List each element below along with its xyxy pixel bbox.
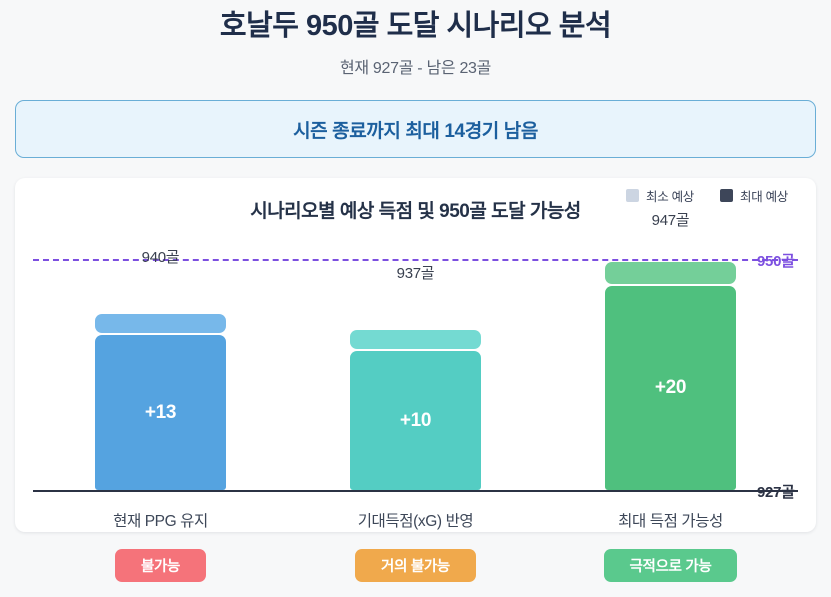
bar-body: +10	[350, 351, 481, 491]
feasibility-badge-ppg[interactable]: 불가능	[114, 549, 207, 582]
bar-total-label: 947골	[651, 212, 690, 230]
badge-slot-max: 극적으로 가능	[581, 549, 761, 582]
category-label-xg: 기대득점(xG) 반영	[357, 513, 474, 531]
feasibility-badge-xg[interactable]: 거의 불가능	[355, 549, 476, 582]
badge-slot-ppg: 불가능	[71, 549, 251, 582]
feasibility-badge-row: 불가능 거의 불가능 극적으로 가능	[33, 549, 798, 582]
bar-group: 940골 +13 937골 +10	[33, 212, 798, 491]
chart-plot-area: 940골 +13 937골 +10	[33, 212, 798, 532]
remaining-matches-text: 시즌 종료까지 최대 14경기 남음	[293, 120, 538, 142]
bar-total-label: 940골	[141, 249, 180, 267]
bar-stack: +20	[605, 262, 736, 491]
legend-label-max: 최대 예상	[740, 190, 788, 205]
legend-swatch-max	[720, 189, 734, 203]
bar-column-max[interactable]: 947골 +20	[581, 212, 761, 491]
bar-delta-label: +20	[654, 377, 687, 399]
axis-label-current-927: 927골	[757, 484, 795, 501]
bar-cap-min-estimate	[605, 262, 736, 285]
category-labels: 현재 PPG 유지 기대득점(xG) 반영 최대 득점 가능성	[33, 493, 798, 531]
bar-cap-min-estimate	[350, 330, 481, 350]
category-label-ppg: 현재 PPG 유지	[113, 513, 208, 531]
bar-stack: +13	[95, 314, 226, 491]
bar-delta-label: +13	[144, 401, 177, 423]
axis-label-target-950: 950골	[757, 253, 795, 270]
bar-body: +13	[95, 335, 226, 491]
scenario-chart-card: 최소 예상 최대 예상 시나리오별 예상 득점 및 950골 도달 가능성 94…	[15, 178, 816, 533]
badge-slot-xg: 거의 불가능	[326, 549, 506, 582]
chart-legend: 최소 예상 최대 예상	[626, 186, 788, 205]
feasibility-badge-max[interactable]: 극적으로 가능	[603, 549, 738, 582]
current-goal-baseline	[33, 490, 798, 493]
bar-column-ppg[interactable]: 940골 +13	[71, 214, 251, 491]
legend-item-min: 최소 예상	[626, 186, 694, 205]
bar-delta-label: +10	[399, 409, 432, 431]
bar-body: +20	[605, 286, 736, 491]
legend-swatch-min	[626, 189, 640, 203]
bar-column-xg[interactable]: 937골 +10	[326, 214, 506, 491]
remaining-matches-banner: 시즌 종료까지 최대 14경기 남음	[15, 100, 816, 159]
bar-cap-min-estimate	[95, 314, 226, 334]
bar-stack: +10	[350, 330, 481, 491]
page-title: 호날두 950골 도달 시나리오 분석	[219, 10, 612, 42]
legend-label-min: 최소 예상	[646, 190, 695, 205]
target-goal-dashed-line	[33, 259, 798, 262]
bar-total-label: 937골	[396, 265, 435, 283]
chart-title: 시나리오별 예상 득점 및 950골 도달 가능성	[250, 201, 581, 223]
legend-item-max: 최대 예상	[720, 186, 788, 205]
category-label-max: 최대 득점 가능성	[618, 513, 723, 531]
page-subtitle: 현재 927골 - 남은 23골	[339, 60, 492, 78]
